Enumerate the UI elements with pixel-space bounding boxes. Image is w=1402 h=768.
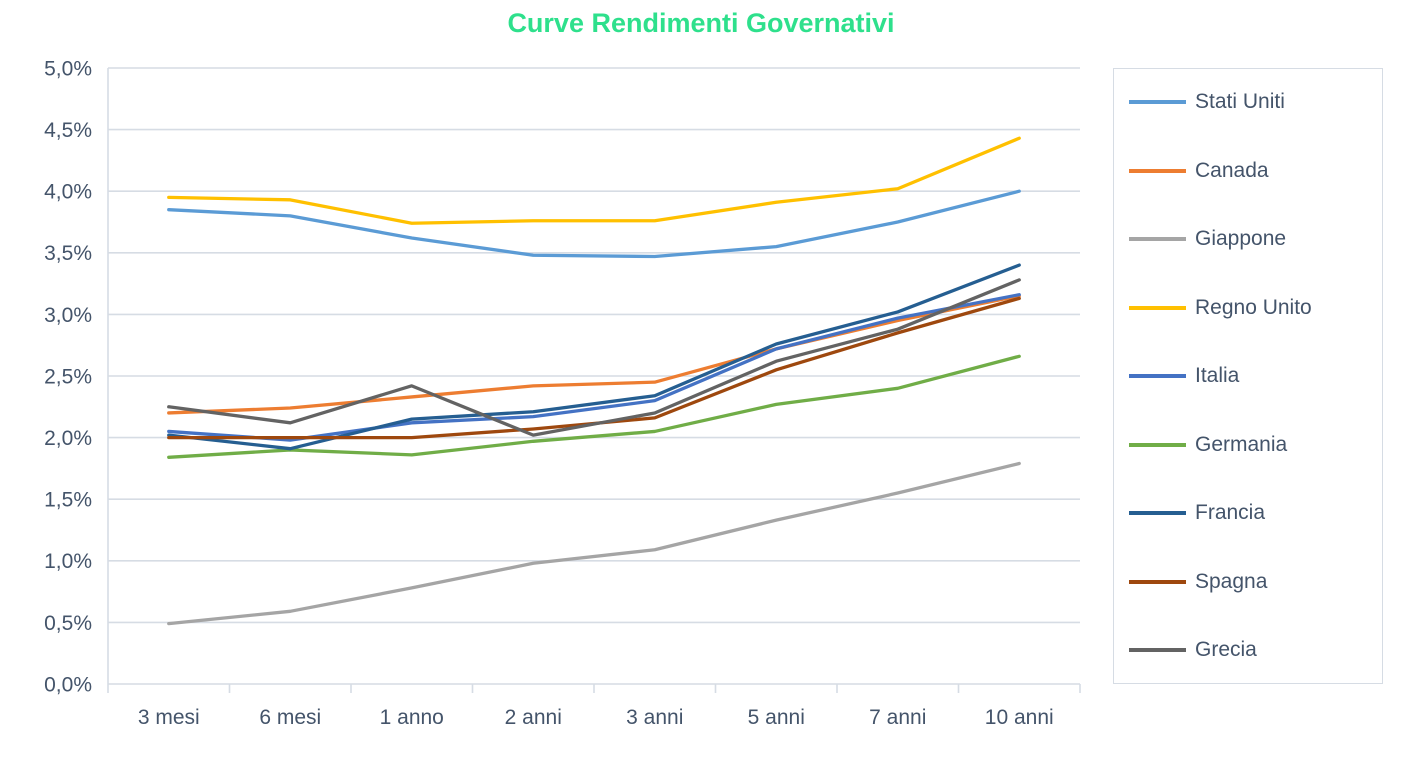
legend-label-germania: Germania	[1195, 432, 1288, 456]
legend-label-stati-uniti: Stati Uniti	[1195, 90, 1285, 113]
y-axis-tick-label: 3,0%	[44, 304, 92, 327]
series-line-regno-unito	[167, 136, 1021, 225]
x-axis-category-label: 2 anni	[505, 706, 562, 729]
y-axis-tick-label: 2,5%	[44, 365, 92, 388]
legend-label-italia: Italia	[1195, 364, 1240, 387]
legend-label-grecia: Grecia	[1195, 638, 1257, 661]
legend-swatch-giappone	[1129, 237, 1186, 241]
legend-swatch-spagna	[1129, 579, 1186, 584]
y-axis-tick-label: 1,5%	[44, 489, 92, 512]
legend-swatch-regno-unito	[1129, 305, 1186, 310]
legend-item-regno-unito: Regno Unito	[1129, 295, 1382, 321]
x-axis-category-label: 3 anni	[626, 706, 683, 729]
legend-item-francia: Francia	[1129, 500, 1382, 526]
y-axis-tick-label: 4,0%	[44, 181, 92, 204]
x-axis-category-label: 5 anni	[748, 706, 805, 729]
legend-swatch-grecia	[1129, 648, 1186, 652]
legend-item-italia: Italia	[1129, 363, 1382, 389]
legend-item-giappone: Giappone	[1129, 226, 1382, 252]
y-axis-tick-label: 5,0%	[44, 57, 92, 80]
series-line-italia	[167, 293, 1021, 442]
y-axis-tick-label: 0,5%	[44, 612, 92, 635]
legend-item-stati-uniti: Stati Uniti	[1129, 89, 1382, 115]
legend: Stati Uniti Canada Giappone Regno Unito Ital…	[1113, 68, 1383, 684]
legend-label-giappone: Giappone	[1195, 227, 1287, 250]
series-line-francia	[167, 263, 1021, 451]
y-axis-tick-label: 3,5%	[44, 242, 92, 265]
x-axis-category-label: 1 anno	[380, 706, 444, 729]
legend-swatch-francia	[1129, 511, 1186, 515]
x-axis-category-label: 10 anni	[985, 706, 1054, 729]
y-axis-tick-label: 0,0%	[44, 673, 92, 696]
chart-title: Curve Rendimenti Governativi	[507, 8, 895, 38]
series-line-stati-uniti	[167, 189, 1021, 259]
legend-swatch-germania	[1129, 442, 1186, 447]
series-line-grecia	[167, 278, 1021, 437]
legend-swatch-canada	[1129, 168, 1186, 173]
legend-item-grecia: Grecia	[1129, 637, 1382, 663]
legend-swatch-stati-uniti	[1129, 100, 1186, 104]
legend-label-canada: Canada	[1195, 158, 1269, 182]
x-axis-category-label: 7 anni	[869, 706, 926, 729]
series-line-giappone	[167, 461, 1021, 626]
legend-item-canada: Canada	[1129, 158, 1382, 184]
legend-label-francia: Francia	[1195, 501, 1266, 524]
x-axis-category-label: 6 mesi	[259, 706, 321, 729]
series-line-germania	[167, 354, 1021, 459]
series-line-canada	[167, 294, 1021, 415]
legend-label-regno-unito: Regno Unito	[1195, 295, 1312, 319]
x-axis-category-label: 3 mesi	[138, 706, 200, 729]
legend-item-germania: Germania	[1129, 432, 1382, 458]
y-axis-tick-label: 4,5%	[44, 119, 92, 142]
legend-swatch-italia	[1129, 374, 1186, 378]
y-axis-tick-label: 2,0%	[44, 427, 92, 450]
y-axis-tick-label: 1,0%	[44, 550, 92, 573]
legend-label-spagna: Spagna	[1195, 569, 1268, 593]
legend-item-spagna: Spagna	[1129, 569, 1382, 595]
